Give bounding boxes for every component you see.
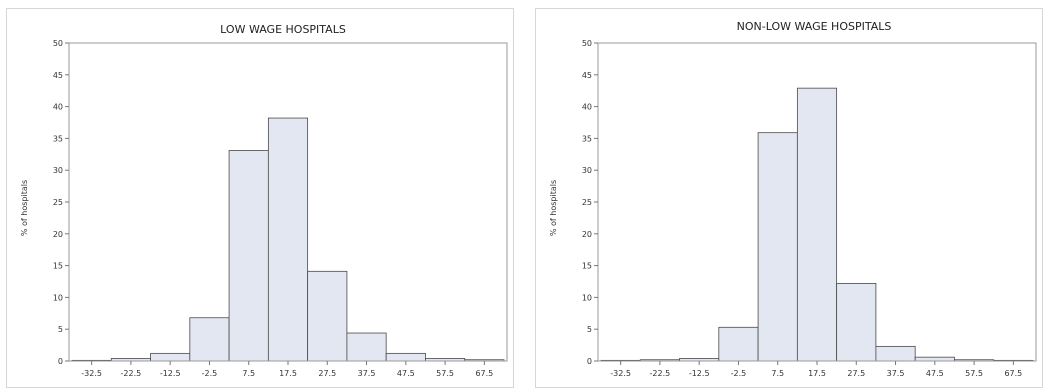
histogram-panel-low-wage: LOW WAGE HOSPITALS % of hospitals 0 5 10 15… bbox=[6, 8, 514, 388]
y-tick-label: 10 bbox=[582, 293, 592, 302]
y-tick-label: 45 bbox=[53, 71, 63, 80]
x-tick-label: 37.5 bbox=[887, 369, 905, 378]
histogram-bar-7.5 bbox=[228, 150, 269, 362]
histogram-bar-37.5 bbox=[875, 345, 916, 362]
x-tick-label: 17.5 bbox=[808, 369, 826, 378]
x-tick-label: -32.5 bbox=[81, 369, 102, 378]
y-tick-label: 30 bbox=[53, 166, 63, 175]
histogram-bar--12.5 bbox=[150, 352, 191, 362]
y-tick-label: 35 bbox=[582, 134, 592, 143]
x-tick-label: 67.5 bbox=[475, 369, 493, 378]
histogram-bar-27.5 bbox=[836, 283, 877, 362]
y-tick-label: 35 bbox=[53, 134, 63, 143]
histogram-chart-non-low-wage: NON-LOW WAGE HOSPITALS % of hospitals 0 5… bbox=[549, 20, 1037, 378]
x-tick-label: 7.5 bbox=[242, 369, 255, 378]
histogram-bar-37.5 bbox=[346, 332, 387, 362]
plot-area: 0 5 10 15 20 25 30 35 40 45 50 -32.5 -22.5 -12.5 -2.5 7… bbox=[582, 39, 1037, 378]
x-tick-label: -32.5 bbox=[610, 369, 631, 378]
y-axis-label: % of hospitals bbox=[549, 180, 558, 236]
plot-area: 0 5 10 15 20 25 30 35 40 45 50 -32.5 -22.5 -12.5 -2.5 7… bbox=[53, 39, 508, 378]
y-tick-label: 50 bbox=[582, 39, 592, 48]
x-tick-label: -2.5 bbox=[731, 369, 747, 378]
x-tick-label: -22.5 bbox=[650, 369, 671, 378]
x-tick-label: -12.5 bbox=[160, 369, 181, 378]
x-tick-label: 57.5 bbox=[436, 369, 454, 378]
y-tick-label: 25 bbox=[53, 198, 63, 207]
y-tick-label: 10 bbox=[53, 293, 63, 302]
x-tick-label: 67.5 bbox=[1004, 369, 1022, 378]
histogram-chart-low-wage: LOW WAGE HOSPITALS % of hospitals 0 5 10 15… bbox=[20, 23, 508, 378]
y-tick-label: 20 bbox=[582, 230, 592, 239]
x-tick-label: 47.5 bbox=[926, 369, 944, 378]
y-tick-label: 25 bbox=[582, 198, 592, 207]
histogram-bar-7.5 bbox=[757, 132, 798, 362]
y-tick-label: 15 bbox=[53, 262, 63, 271]
y-tick-label: 45 bbox=[582, 71, 592, 80]
y-tick-label: 40 bbox=[53, 103, 63, 112]
y-tick-label: 20 bbox=[53, 230, 63, 239]
x-tick-label: 47.5 bbox=[397, 369, 415, 378]
y-tick-label: 5 bbox=[58, 325, 63, 334]
y-tick-label: 15 bbox=[582, 262, 592, 271]
x-tick-label: 7.5 bbox=[771, 369, 784, 378]
histogram-bar-27.5 bbox=[307, 270, 348, 362]
x-tick-label: 27.5 bbox=[847, 369, 865, 378]
x-tick-label: 27.5 bbox=[318, 369, 336, 378]
histogram-bar--2.5 bbox=[189, 317, 230, 362]
x-tick-label: -12.5 bbox=[689, 369, 710, 378]
y-tick-label: 40 bbox=[582, 103, 592, 112]
y-tick-label: 0 bbox=[58, 357, 63, 366]
chart-title: LOW WAGE HOSPITALS bbox=[220, 23, 346, 36]
histogram-bar-47.5 bbox=[914, 356, 955, 362]
x-tick-label: 17.5 bbox=[279, 369, 297, 378]
y-tick-label: 30 bbox=[582, 166, 592, 175]
histogram-bar-17.5 bbox=[267, 117, 309, 362]
x-tick-label: 37.5 bbox=[358, 369, 376, 378]
histogram-panel-non-low-wage: NON-LOW WAGE HOSPITALS % of hospitals 0 5… bbox=[535, 8, 1043, 388]
y-tick-label: 50 bbox=[53, 39, 63, 48]
x-tick-label: 57.5 bbox=[965, 369, 983, 378]
x-tick-label: -2.5 bbox=[202, 369, 218, 378]
x-tick-label: -22.5 bbox=[121, 369, 142, 378]
y-tick-label: 0 bbox=[587, 357, 592, 366]
y-axis-label: % of hospitals bbox=[20, 180, 29, 236]
chart-title: NON-LOW WAGE HOSPITALS bbox=[737, 20, 892, 33]
histogram-bar-47.5 bbox=[385, 352, 426, 362]
histogram-bar-17.5 bbox=[796, 87, 838, 362]
histogram-bar--2.5 bbox=[718, 326, 759, 362]
y-tick-label: 5 bbox=[587, 325, 592, 334]
